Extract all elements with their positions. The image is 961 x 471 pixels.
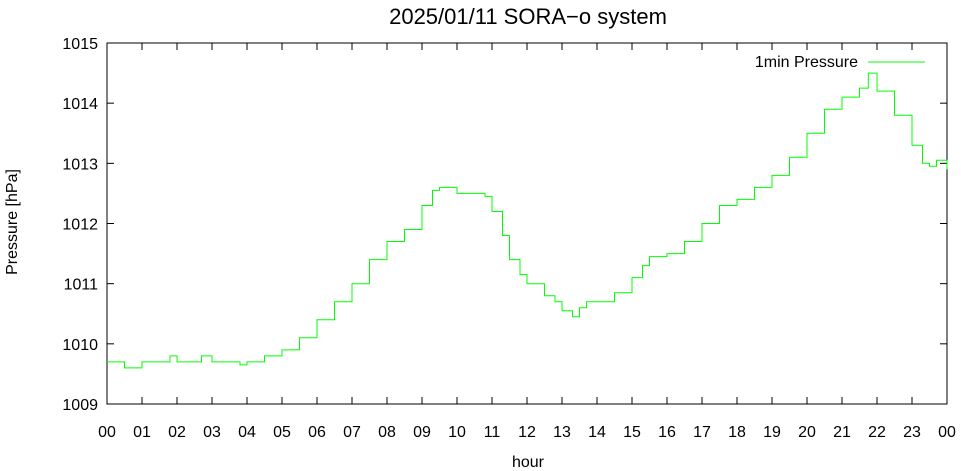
x-tick-label: 00 <box>98 424 116 441</box>
x-tick-label: 20 <box>798 424 816 441</box>
x-tick-label: 05 <box>273 424 291 441</box>
x-tick-label: 22 <box>868 424 886 441</box>
x-tick-label: 12 <box>518 424 536 441</box>
y-tick-label: 1014 <box>62 96 98 113</box>
x-tick-label: 16 <box>658 424 676 441</box>
x-tick-label: 11 <box>484 424 501 441</box>
y-axis-ticks: 1009 1010 1011 1012 1013 1014 1015 <box>62 36 947 414</box>
x-tick-label: 09 <box>413 424 431 441</box>
x-tick-label: 23 <box>903 424 921 441</box>
x-tick-label: 15 <box>623 424 641 441</box>
x-tick-label: 00 <box>938 424 956 441</box>
plot-frame <box>106 42 948 405</box>
x-tick-label: 14 <box>588 424 606 441</box>
x-tick-label: 01 <box>133 424 151 441</box>
series-line-1min-pressure <box>107 72 948 369</box>
legend-label-1min-pressure: 1min Pressure <box>755 54 858 71</box>
x-tick-label: 06 <box>308 424 326 441</box>
x-tick-label: 10 <box>448 424 466 441</box>
x-tick-label: 21 <box>833 424 851 441</box>
x-axis-ticks: 00 01 02 03 04 05 06 07 08 09 10 11 12 13 14 15 16 17 18 19… <box>98 43 956 441</box>
x-tick-label: 03 <box>203 424 221 441</box>
x-tick-label: 18 <box>728 424 746 441</box>
x-tick-label: 02 <box>168 424 186 441</box>
y-tick-label: 1012 <box>62 217 98 234</box>
y-axis-label: Pressure [hPa] <box>4 169 21 275</box>
y-tick-label: 1011 <box>64 277 99 294</box>
x-axis-label: hour <box>512 454 545 471</box>
y-tick-label: 1009 <box>62 397 98 414</box>
legend: 1min Pressure <box>755 54 925 71</box>
x-tick-label: 04 <box>238 424 256 441</box>
y-tick-label: 1015 <box>62 36 98 53</box>
y-tick-label: 1010 <box>62 337 98 354</box>
x-tick-label: 07 <box>343 424 361 441</box>
y-tick-label: 1013 <box>62 156 98 173</box>
x-tick-label: 08 <box>378 424 396 441</box>
x-tick-label: 13 <box>553 424 571 441</box>
series-group <box>107 72 948 369</box>
chart-title: 2025/01/11 SORA−o system <box>389 4 667 29</box>
x-tick-label: 17 <box>693 424 711 441</box>
x-tick-label: 19 <box>763 424 781 441</box>
